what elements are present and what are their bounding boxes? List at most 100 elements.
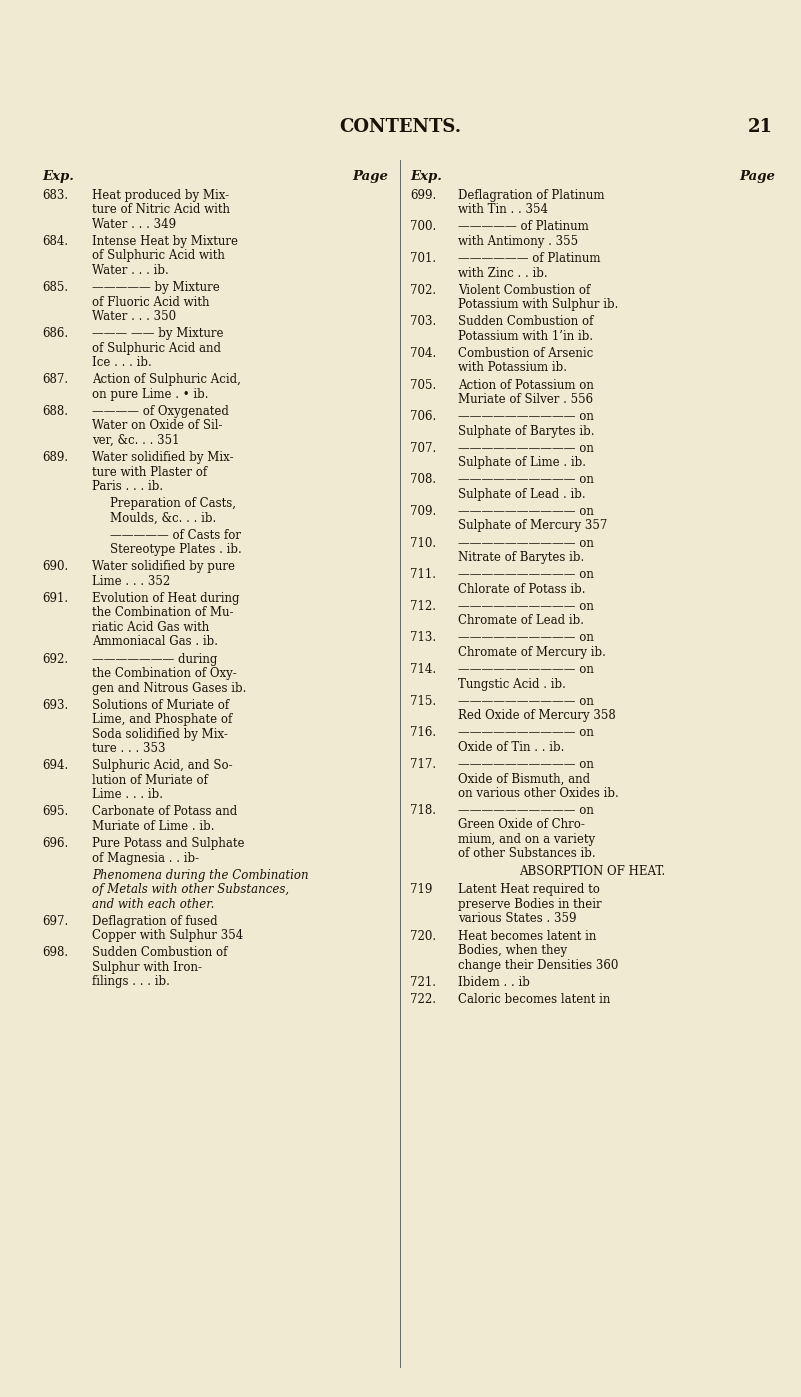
- Text: 697.: 697.: [42, 915, 68, 928]
- Text: Potassium with 1’in ib.: Potassium with 1’in ib.: [458, 330, 593, 342]
- Text: Copper with Sulphur 354: Copper with Sulphur 354: [92, 929, 244, 942]
- Text: 706.: 706.: [410, 411, 437, 423]
- Text: 717.: 717.: [410, 757, 436, 771]
- Text: Sulphate of Lime . ib.: Sulphate of Lime . ib.: [458, 457, 586, 469]
- Text: 688.: 688.: [42, 405, 68, 418]
- Text: 703.: 703.: [410, 316, 437, 328]
- Text: Water solidified by Mix-: Water solidified by Mix-: [92, 451, 234, 464]
- Text: 708.: 708.: [410, 474, 436, 486]
- Text: Potassium with Sulphur ib.: Potassium with Sulphur ib.: [458, 298, 618, 312]
- Text: —————————— on: —————————— on: [458, 726, 594, 739]
- Text: various States . 359: various States . 359: [458, 912, 577, 925]
- Text: CONTENTS.: CONTENTS.: [340, 117, 461, 136]
- Text: Water solidified by pure: Water solidified by pure: [92, 560, 235, 573]
- Text: —————————— on: —————————— on: [458, 474, 594, 486]
- Text: —————————— on: —————————— on: [458, 694, 594, 708]
- Text: 21: 21: [748, 117, 773, 136]
- Text: 683.: 683.: [42, 189, 68, 201]
- Text: and with each other.: and with each other.: [92, 898, 215, 911]
- Text: with Antimony . 355: with Antimony . 355: [458, 235, 578, 247]
- Text: Solutions of Muriate of: Solutions of Muriate of: [92, 698, 229, 711]
- Text: Soda solidified by Mix-: Soda solidified by Mix-: [92, 728, 227, 740]
- Text: 716.: 716.: [410, 726, 436, 739]
- Text: ————— of Platinum: ————— of Platinum: [458, 221, 589, 233]
- Text: 704.: 704.: [410, 346, 437, 360]
- Text: 686.: 686.: [42, 327, 68, 341]
- Text: —————————— on: —————————— on: [458, 757, 594, 771]
- Text: filings . . . ib.: filings . . . ib.: [92, 975, 170, 988]
- Text: —————————— on: —————————— on: [458, 441, 594, 455]
- Text: 699.: 699.: [410, 189, 437, 201]
- Text: on pure Lime . • ib.: on pure Lime . • ib.: [92, 388, 208, 401]
- Text: 692.: 692.: [42, 652, 68, 665]
- Text: Violent Combustion of: Violent Combustion of: [458, 284, 590, 296]
- Text: Chlorate of Potass ib.: Chlorate of Potass ib.: [458, 583, 586, 595]
- Text: 721.: 721.: [410, 975, 436, 989]
- Text: 695.: 695.: [42, 806, 68, 819]
- Text: 696.: 696.: [42, 837, 68, 849]
- Text: Sulphate of Barytes ib.: Sulphate of Barytes ib.: [458, 425, 594, 437]
- Text: 694.: 694.: [42, 760, 68, 773]
- Text: ———— of Oxygenated: ———— of Oxygenated: [92, 405, 229, 418]
- Text: with Zinc . . ib.: with Zinc . . ib.: [458, 267, 548, 279]
- Text: 719: 719: [410, 883, 433, 897]
- Text: with Tin . . 354: with Tin . . 354: [458, 204, 548, 217]
- Text: change their Densities 360: change their Densities 360: [458, 958, 618, 971]
- Text: —————————— on: —————————— on: [458, 599, 594, 613]
- Text: Paris . . . ib.: Paris . . . ib.: [92, 481, 163, 493]
- Text: Action of Sulphuric Acid,: Action of Sulphuric Acid,: [92, 373, 241, 387]
- Text: ver, &c. . . 351: ver, &c. . . 351: [92, 434, 179, 447]
- Text: mium, and on a variety: mium, and on a variety: [458, 833, 595, 847]
- Text: Water . . . 350: Water . . . 350: [92, 310, 176, 323]
- Text: Ammoniacal Gas . ib.: Ammoniacal Gas . ib.: [92, 636, 218, 648]
- Text: Oxide of Tin . . ib.: Oxide of Tin . . ib.: [458, 740, 565, 754]
- Text: Combustion of Arsenic: Combustion of Arsenic: [458, 346, 594, 360]
- Text: of other Substances ib.: of other Substances ib.: [458, 848, 596, 861]
- Text: Muriate of Silver . 556: Muriate of Silver . 556: [458, 393, 593, 407]
- Text: Stereotype Plates . ib.: Stereotype Plates . ib.: [110, 543, 242, 556]
- Text: Exp.: Exp.: [410, 170, 442, 183]
- Text: the Combination of Oxy-: the Combination of Oxy-: [92, 666, 237, 680]
- Text: of Sulphuric Acid and: of Sulphuric Acid and: [92, 342, 221, 355]
- Text: Intense Heat by Mixture: Intense Heat by Mixture: [92, 235, 238, 247]
- Text: Phenomena during the Combination: Phenomena during the Combination: [92, 869, 308, 882]
- Text: 701.: 701.: [410, 251, 436, 265]
- Text: Bodies, when they: Bodies, when they: [458, 944, 567, 957]
- Text: gen and Nitrous Gases ib.: gen and Nitrous Gases ib.: [92, 682, 247, 694]
- Text: Deflagration of Platinum: Deflagration of Platinum: [458, 189, 605, 201]
- Text: ——————— during: ——————— during: [92, 652, 217, 665]
- Text: 687.: 687.: [42, 373, 68, 387]
- Text: 711.: 711.: [410, 569, 436, 581]
- Text: Sudden Combustion of: Sudden Combustion of: [92, 946, 227, 960]
- Text: Muriate of Lime . ib.: Muriate of Lime . ib.: [92, 820, 215, 833]
- Text: 718.: 718.: [410, 803, 436, 817]
- Text: ture with Plaster of: ture with Plaster of: [92, 465, 207, 479]
- Text: ture . . . 353: ture . . . 353: [92, 742, 166, 756]
- Text: 714.: 714.: [410, 664, 436, 676]
- Text: Page: Page: [352, 170, 388, 183]
- Text: 713.: 713.: [410, 631, 436, 644]
- Text: Page: Page: [739, 170, 775, 183]
- Text: 698.: 698.: [42, 946, 68, 960]
- Text: Sulphate of Lead . ib.: Sulphate of Lead . ib.: [458, 488, 586, 502]
- Text: Lime . . . 352: Lime . . . 352: [92, 574, 171, 588]
- Text: ————— of Casts for: ————— of Casts for: [110, 528, 241, 542]
- Text: Ibidem . . ib: Ibidem . . ib: [458, 975, 530, 989]
- Text: the Combination of Mu-: the Combination of Mu-: [92, 606, 234, 619]
- Text: riatic Acid Gas with: riatic Acid Gas with: [92, 620, 209, 634]
- Text: Sulphur with Iron-: Sulphur with Iron-: [92, 961, 202, 974]
- Text: 715.: 715.: [410, 694, 436, 708]
- Text: —————————— on: —————————— on: [458, 664, 594, 676]
- Text: 702.: 702.: [410, 284, 436, 296]
- Text: 693.: 693.: [42, 698, 68, 711]
- Text: —————— of Platinum: —————— of Platinum: [458, 251, 601, 265]
- Text: 705.: 705.: [410, 379, 437, 391]
- Text: preserve Bodies in their: preserve Bodies in their: [458, 898, 602, 911]
- Text: 710.: 710.: [410, 536, 436, 549]
- Text: 700.: 700.: [410, 221, 437, 233]
- Text: Preparation of Casts,: Preparation of Casts,: [110, 497, 236, 510]
- Text: —————————— on: —————————— on: [458, 411, 594, 423]
- Text: Carbonate of Potass and: Carbonate of Potass and: [92, 806, 237, 819]
- Text: Pure Potass and Sulphate: Pure Potass and Sulphate: [92, 837, 244, 849]
- Text: Moulds, &c. . . ib.: Moulds, &c. . . ib.: [110, 511, 216, 525]
